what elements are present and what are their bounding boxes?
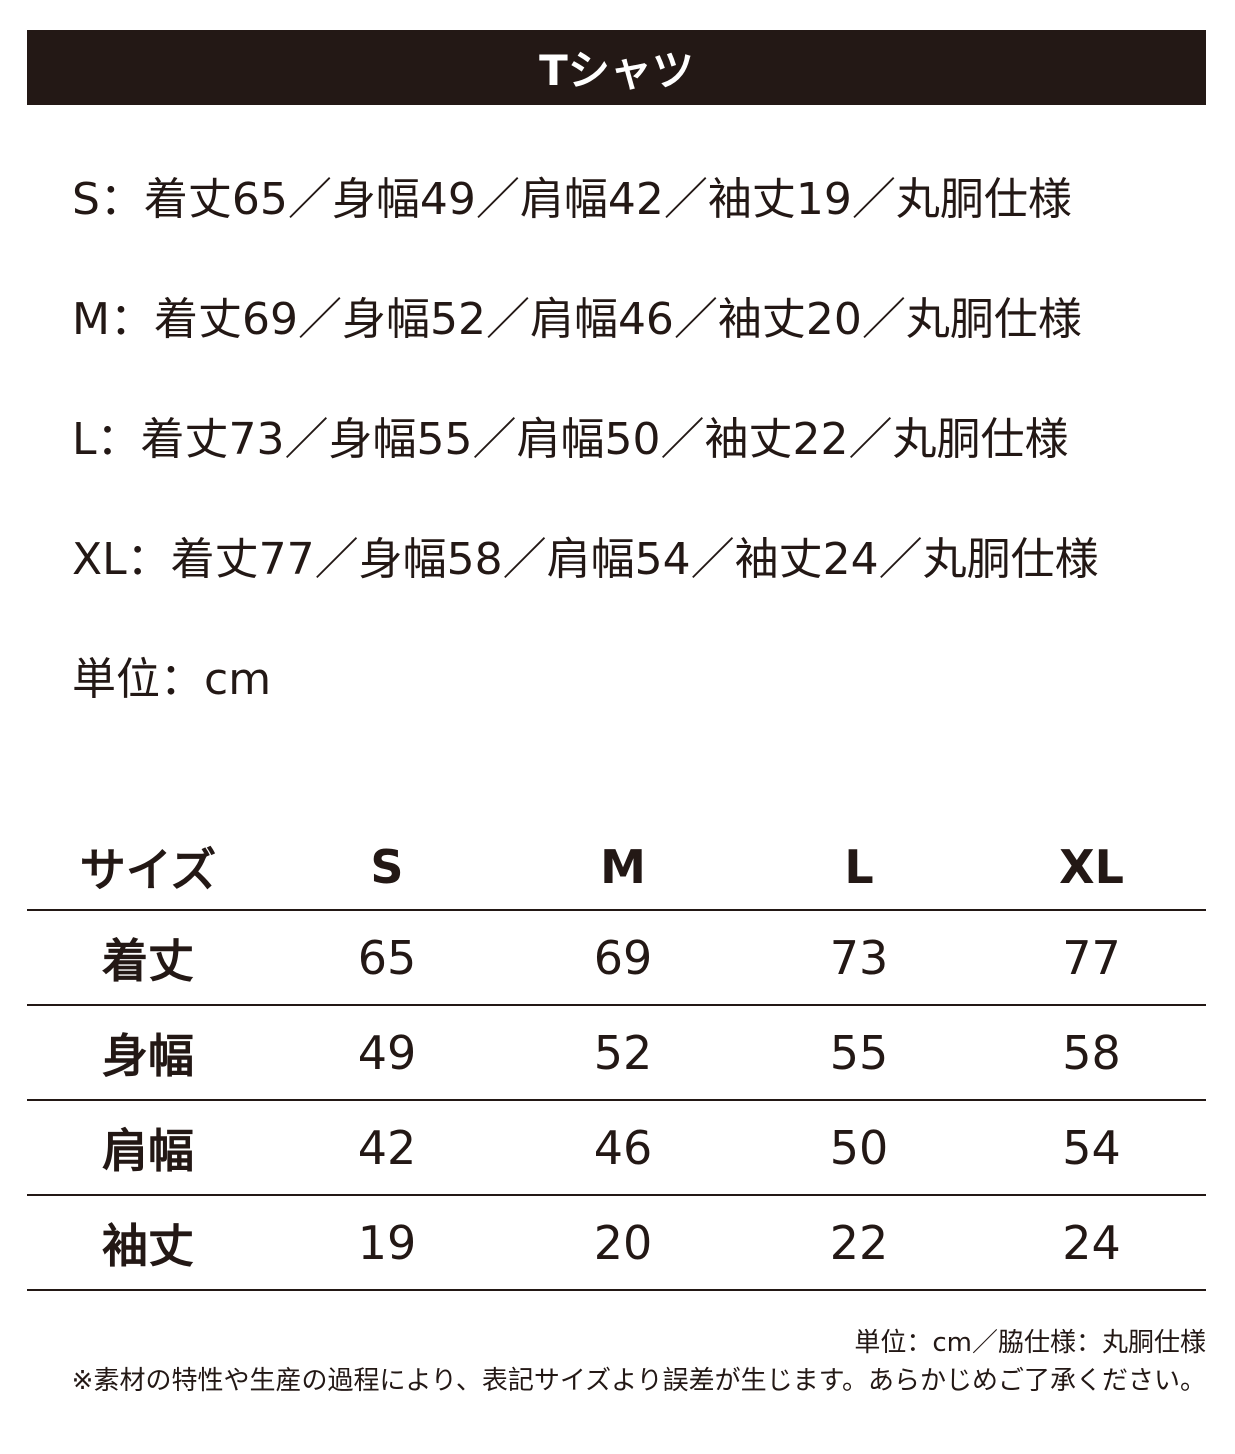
header-l: L <box>741 825 977 911</box>
header-xl: XL <box>977 825 1206 911</box>
table-cell: 69 <box>505 910 741 1006</box>
row-label: 着丈 <box>27 910 269 1006</box>
table-cell: 73 <box>741 910 977 1006</box>
row-label: 肩幅 <box>27 1100 269 1196</box>
table-cell: 50 <box>741 1100 977 1196</box>
spec-line-xl: XL：着丈77／身幅58／肩幅54／袖丈24／丸胴仕様 <box>72 534 1099 585</box>
table-row: 肩幅 42 46 50 54 <box>27 1100 1206 1196</box>
table-cell: 46 <box>505 1100 741 1196</box>
unit-note: 単位：cm／脇仕様：丸胴仕様 <box>854 1328 1206 1358</box>
spec-unit: 単位：cm <box>72 654 272 705</box>
title-bar: Tシャツ <box>27 30 1206 105</box>
table-row: 袖丈 19 20 22 24 <box>27 1195 1206 1291</box>
row-label: 身幅 <box>27 1005 269 1101</box>
table-cell: 24 <box>977 1195 1206 1291</box>
disclaimer: ※素材の特性や生産の過程により、表記サイズより誤差が生じます。あらかじめご了承く… <box>71 1366 1206 1396</box>
header-size: サイズ <box>27 825 269 911</box>
size-table: サイズ S M L XL 着丈 65 69 73 77 身幅 49 52 55 58 肩幅 42 46 5… <box>27 825 1206 1291</box>
row-label: 袖丈 <box>27 1195 269 1291</box>
table-row: 身幅 49 52 55 58 <box>27 1005 1206 1101</box>
table-cell: 22 <box>741 1195 977 1291</box>
spec-line-s: S：着丈65／身幅49／肩幅42／袖丈19／丸胴仕様 <box>72 174 1072 225</box>
table-cell: 42 <box>269 1100 505 1196</box>
header-m: M <box>505 825 741 911</box>
table-row: 着丈 65 69 73 77 <box>27 910 1206 1006</box>
table-cell: 49 <box>269 1005 505 1101</box>
table-header-row: サイズ S M L XL <box>27 825 1206 911</box>
table-cell: 52 <box>505 1005 741 1101</box>
table-cell: 19 <box>269 1195 505 1291</box>
table-cell: 58 <box>977 1005 1206 1101</box>
table-cell: 65 <box>269 910 505 1006</box>
table-cell: 55 <box>741 1005 977 1101</box>
page-title: Tシャツ <box>539 46 694 95</box>
table-cell: 77 <box>977 910 1206 1006</box>
header-s: S <box>269 825 505 911</box>
spec-line-l: L：着丈73／身幅55／肩幅50／袖丈22／丸胴仕様 <box>72 414 1069 465</box>
table-cell: 20 <box>505 1195 741 1291</box>
table-cell: 54 <box>977 1100 1206 1196</box>
spec-line-m: M：着丈69／身幅52／肩幅46／袖丈20／丸胴仕様 <box>72 294 1082 345</box>
